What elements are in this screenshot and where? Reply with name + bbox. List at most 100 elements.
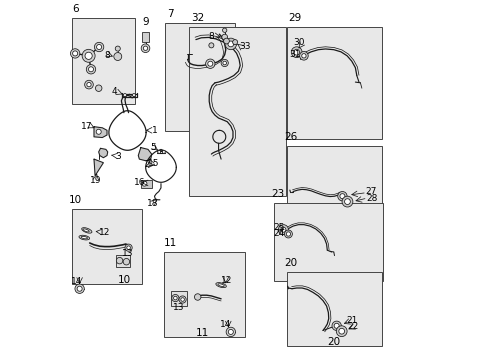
Text: 12: 12 bbox=[221, 276, 232, 284]
Text: 28: 28 bbox=[366, 194, 377, 202]
Circle shape bbox=[95, 85, 102, 91]
Text: 29: 29 bbox=[288, 13, 301, 23]
Text: 26: 26 bbox=[284, 132, 297, 142]
Circle shape bbox=[223, 38, 229, 44]
Circle shape bbox=[141, 44, 149, 53]
Circle shape bbox=[75, 284, 84, 293]
Circle shape bbox=[205, 59, 215, 68]
Circle shape bbox=[179, 296, 186, 303]
Circle shape bbox=[142, 181, 146, 186]
Circle shape bbox=[123, 258, 129, 265]
Text: 12: 12 bbox=[99, 228, 110, 237]
Text: 11: 11 bbox=[195, 328, 208, 338]
Text: 6: 6 bbox=[72, 4, 79, 14]
Ellipse shape bbox=[215, 283, 226, 288]
Text: 17: 17 bbox=[81, 122, 92, 131]
Text: 24: 24 bbox=[273, 229, 284, 238]
Circle shape bbox=[225, 327, 235, 337]
Text: 22: 22 bbox=[347, 322, 358, 331]
Circle shape bbox=[228, 329, 233, 334]
Text: 31: 31 bbox=[288, 50, 300, 59]
Bar bbox=[164, 23, 234, 131]
Bar bbox=[72, 18, 134, 104]
Text: 33: 33 bbox=[239, 42, 250, 51]
Text: 8: 8 bbox=[104, 51, 110, 60]
Text: 2: 2 bbox=[144, 160, 150, 169]
Circle shape bbox=[116, 257, 122, 264]
Text: 25: 25 bbox=[273, 223, 284, 232]
Ellipse shape bbox=[218, 284, 224, 287]
Text: 7: 7 bbox=[167, 9, 174, 19]
Bar bbox=[115, 255, 130, 267]
Circle shape bbox=[194, 294, 201, 300]
Circle shape bbox=[222, 34, 227, 40]
Polygon shape bbox=[99, 148, 107, 158]
Bar bbox=[72, 209, 142, 284]
Circle shape bbox=[333, 323, 339, 328]
Text: 10: 10 bbox=[69, 195, 81, 205]
Text: 14: 14 bbox=[71, 277, 82, 286]
Text: 3: 3 bbox=[115, 152, 121, 161]
Circle shape bbox=[123, 94, 126, 96]
Circle shape bbox=[85, 52, 92, 59]
Circle shape bbox=[125, 244, 132, 251]
Circle shape bbox=[86, 64, 96, 74]
Circle shape bbox=[224, 38, 236, 50]
Circle shape bbox=[291, 47, 302, 58]
Circle shape bbox=[94, 42, 103, 52]
Text: 14: 14 bbox=[220, 320, 231, 329]
Circle shape bbox=[208, 43, 213, 48]
Text: 1: 1 bbox=[152, 126, 158, 135]
Bar bbox=[141, 32, 149, 42]
Circle shape bbox=[337, 192, 346, 201]
Circle shape bbox=[339, 194, 344, 199]
Polygon shape bbox=[94, 127, 107, 138]
Text: 4: 4 bbox=[111, 87, 117, 96]
Circle shape bbox=[132, 94, 135, 96]
Circle shape bbox=[82, 49, 95, 62]
Text: 8: 8 bbox=[208, 32, 214, 41]
Circle shape bbox=[344, 199, 349, 204]
Text: 13: 13 bbox=[122, 249, 133, 258]
Circle shape bbox=[278, 225, 288, 235]
Text: 10: 10 bbox=[117, 275, 130, 285]
Text: 21: 21 bbox=[346, 316, 357, 325]
Circle shape bbox=[338, 328, 344, 334]
Ellipse shape bbox=[81, 228, 92, 233]
Text: 20: 20 bbox=[284, 258, 297, 268]
Circle shape bbox=[299, 51, 307, 60]
Text: 23: 23 bbox=[270, 189, 284, 199]
Circle shape bbox=[222, 28, 226, 32]
Bar bbox=[273, 203, 382, 281]
Bar bbox=[188, 27, 285, 196]
Circle shape bbox=[293, 49, 299, 55]
Bar bbox=[286, 272, 382, 346]
Circle shape bbox=[88, 67, 93, 72]
Circle shape bbox=[173, 296, 177, 300]
Text: 30: 30 bbox=[293, 38, 305, 47]
Text: 15: 15 bbox=[148, 159, 159, 168]
Circle shape bbox=[73, 51, 78, 56]
Circle shape bbox=[77, 286, 82, 291]
Circle shape bbox=[284, 230, 292, 238]
Text: 32: 32 bbox=[191, 13, 204, 23]
Circle shape bbox=[223, 61, 226, 65]
Text: 27: 27 bbox=[365, 188, 376, 197]
Bar bbox=[163, 252, 244, 337]
Circle shape bbox=[280, 227, 285, 232]
Ellipse shape bbox=[79, 235, 89, 240]
Text: 5: 5 bbox=[149, 143, 155, 152]
Circle shape bbox=[336, 326, 346, 337]
Polygon shape bbox=[138, 148, 151, 161]
Bar bbox=[171, 291, 186, 306]
Text: 16: 16 bbox=[133, 179, 145, 188]
Bar bbox=[286, 27, 382, 139]
Text: 11: 11 bbox=[164, 238, 177, 248]
Circle shape bbox=[227, 41, 233, 47]
Circle shape bbox=[342, 196, 352, 207]
Circle shape bbox=[162, 150, 165, 153]
Circle shape bbox=[87, 82, 91, 87]
Bar bbox=[286, 146, 382, 223]
Circle shape bbox=[171, 294, 179, 302]
Circle shape bbox=[84, 80, 93, 89]
